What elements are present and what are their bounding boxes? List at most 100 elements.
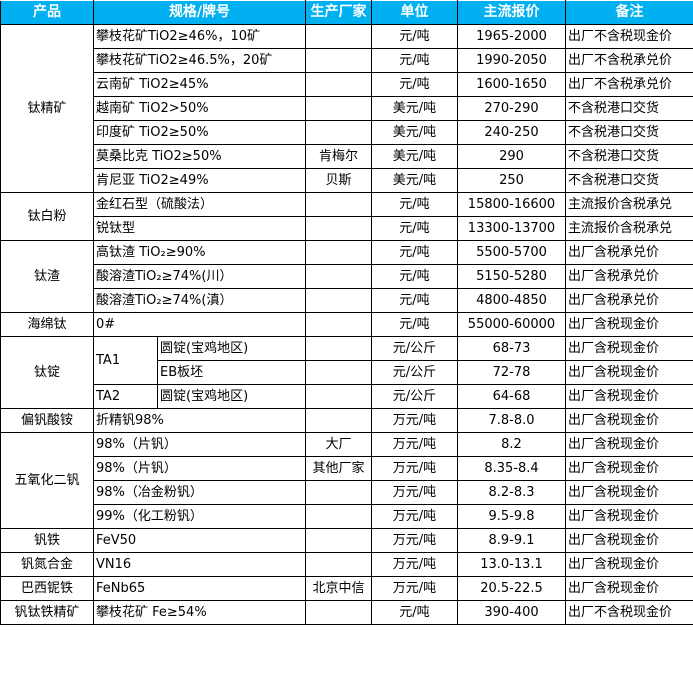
spec-cell: 云南矿 TiO2≥45% xyxy=(93,72,306,97)
maker-cell: 其他厂家 xyxy=(305,456,372,481)
unit-cell: 万元/吨 xyxy=(371,432,458,457)
spec-cell: 越南矿 TiO2>50% xyxy=(93,96,306,121)
table-row: 印度矿 TiO2≥50% 美元/吨 240-250 不含税港口交货 xyxy=(1,120,693,145)
price-cell: 72-78 xyxy=(457,360,566,385)
spec-cell: 金红石型（硫酸法） xyxy=(93,192,306,217)
table-row: TA2 圆锭(宝鸡地区) 元/公斤 64-68 出厂含税现金价 xyxy=(1,384,693,409)
note-cell: 出厂含税现金价 xyxy=(565,360,693,385)
maker-cell xyxy=(305,480,372,505)
product-cell: 钒氮合金 xyxy=(0,552,94,577)
table-row: 五氧化二钒 98%（片钒） 大厂 万元/吨 8.2 出厂含税现金价 xyxy=(0,432,693,529)
price-cell: 240-250 xyxy=(457,120,566,145)
price-cell: 250 xyxy=(457,168,566,193)
spec-cell: 0# xyxy=(93,312,306,337)
note-cell: 不含税港口交货 xyxy=(565,120,693,145)
note-cell: 不含税港口交货 xyxy=(565,96,693,121)
price-cell: 13.0-13.1 xyxy=(457,552,566,577)
price-cell: 270-290 xyxy=(457,96,566,121)
table-row: 莫桑比克 TiO2≥50% 肯梅尔 美元/吨 290 不含税港口交货 xyxy=(1,144,693,169)
maker-cell xyxy=(305,312,372,337)
maker-cell xyxy=(305,384,372,409)
spec-cell: VN16 xyxy=(93,552,306,577)
unit-cell: 元/吨 xyxy=(371,216,458,241)
unit-cell: 美元/吨 xyxy=(371,120,458,145)
price-cell: 8.9-9.1 xyxy=(457,528,566,553)
note-cell: 出厂不含税现金价 xyxy=(565,24,693,49)
unit-cell: 万元/吨 xyxy=(371,456,458,481)
price-cell: 13300-13700 xyxy=(457,216,566,241)
table-row: 云南矿 TiO2≥45% 元/吨 1600-1650 出厂不含税承兑价 xyxy=(1,72,693,97)
header-spec: 规格/牌号 xyxy=(93,0,306,25)
spec-cell: 锐钛型 xyxy=(93,216,306,241)
header-maker: 生产厂家 xyxy=(305,0,372,25)
unit-cell: 万元/吨 xyxy=(371,576,458,601)
product-cell: 钒钛铁精矿 xyxy=(0,600,94,625)
maker-cell xyxy=(305,216,372,241)
table-row: 99%（化工粉钒） 万元/吨 9.5-9.8 出厂含税现金价 xyxy=(1,504,693,529)
unit-cell: 元/吨 xyxy=(371,600,458,625)
note-cell: 出厂含税现金价 xyxy=(565,336,693,361)
grade-cell: TA1 xyxy=(93,336,158,385)
unit-cell: 元/吨 xyxy=(371,192,458,217)
maker-cell xyxy=(305,48,372,73)
maker-cell xyxy=(305,240,372,265)
maker-cell xyxy=(305,24,372,49)
price-cell: 64-68 xyxy=(457,384,566,409)
price-cell: 390-400 xyxy=(457,600,566,625)
spec-cell: FeV50 xyxy=(93,528,306,553)
product-cell: 五氧化二钒 xyxy=(0,432,94,529)
spec-cell: 99%（化工粉钒） xyxy=(93,504,306,529)
note-cell: 主流报价含税承兑 xyxy=(565,192,693,217)
note-cell: 出厂不含税承兑价 xyxy=(565,48,693,73)
product-cell: 偏钒酸铵 xyxy=(0,408,94,433)
product-cell: 巴西铌铁 xyxy=(0,576,94,601)
table-row: 偏钒酸铵 折精钒98% 万元/吨 7.8-8.0 出厂含税现金价 xyxy=(0,408,693,433)
price-cell: 4800-4850 xyxy=(457,288,566,313)
table-row: 肯尼亚 TiO2≥49% 贝斯 美元/吨 250 不含税港口交货 xyxy=(1,168,693,193)
price-cell: 8.35-8.4 xyxy=(457,456,566,481)
note-cell: 出厂含税现金价 xyxy=(565,312,693,337)
product-cell: 海绵钛 xyxy=(0,312,94,337)
price-cell: 5150-5280 xyxy=(457,264,566,289)
maker-cell xyxy=(305,96,372,121)
spec-cell: 莫桑比克 TiO2≥50% xyxy=(93,144,306,169)
maker-cell: 贝斯 xyxy=(305,168,372,193)
spec-cell: 酸溶渣TiO₂≥74%(川） xyxy=(93,264,306,289)
spec-cell: 高钛渣 TiO₂≥90% xyxy=(93,240,306,265)
table-row: 钒铁 FeV50 万元/吨 8.9-9.1 出厂含税现金价 xyxy=(0,528,693,553)
header-unit: 单位 xyxy=(371,0,458,25)
maker-cell xyxy=(305,552,372,577)
unit-cell: 元/吨 xyxy=(371,48,458,73)
table-row: 钛锭 TA1 圆锭(宝鸡地区) 元/公斤 68-73 出厂含税现金价 xyxy=(0,336,693,409)
table-row: 海绵钛 0# 元/吨 55000-60000 出厂含税现金价 xyxy=(0,312,693,337)
maker-cell xyxy=(305,72,372,97)
maker-cell: 肯梅尔 xyxy=(305,144,372,169)
spec-cell: 攀枝花矿 Fe≥54% xyxy=(93,600,306,625)
price-cell: 15800-16600 xyxy=(457,192,566,217)
note-cell: 不含税港口交货 xyxy=(565,168,693,193)
maker-cell xyxy=(305,288,372,313)
product-cell: 钒铁 xyxy=(0,528,94,553)
spec-cell: 98%（片钒） xyxy=(93,432,306,457)
maker-cell: 大厂 xyxy=(305,432,372,457)
product-cell: 钛渣 xyxy=(0,240,94,313)
maker-cell xyxy=(305,360,372,385)
table-row: 钛渣 高钛渣 TiO₂≥90% 元/吨 5500-5700 出厂含税承兑价 xyxy=(0,240,693,313)
table-row: 98%（冶金粉钒） 万元/吨 8.2-8.3 出厂含税现金价 xyxy=(1,480,693,505)
note-cell: 出厂含税承兑价 xyxy=(565,240,693,265)
maker-cell xyxy=(305,600,372,625)
spec-cell: 酸溶渣TiO₂≥74%(滇） xyxy=(93,288,306,313)
spec-cell: FeNb65 xyxy=(93,576,306,601)
unit-cell: 美元/吨 xyxy=(371,144,458,169)
table-row: 巴西铌铁 FeNb65 北京中信 万元/吨 20.5-22.5 出厂含税现金价 xyxy=(0,576,693,601)
note-cell: 出厂含税现金价 xyxy=(565,528,693,553)
header-note: 备注 xyxy=(565,0,693,25)
note-cell: 出厂含税现金价 xyxy=(565,384,693,409)
price-cell: 5500-5700 xyxy=(457,240,566,265)
price-cell: 9.5-9.8 xyxy=(457,504,566,529)
note-cell: 出厂含税承兑价 xyxy=(565,288,693,313)
grade-cell: TA2 xyxy=(93,384,158,409)
maker-cell xyxy=(305,264,372,289)
header-row: 产品 规格/牌号 生产厂家 单位 主流报价 备注 xyxy=(0,0,693,25)
unit-cell: 元/公斤 xyxy=(371,360,458,385)
